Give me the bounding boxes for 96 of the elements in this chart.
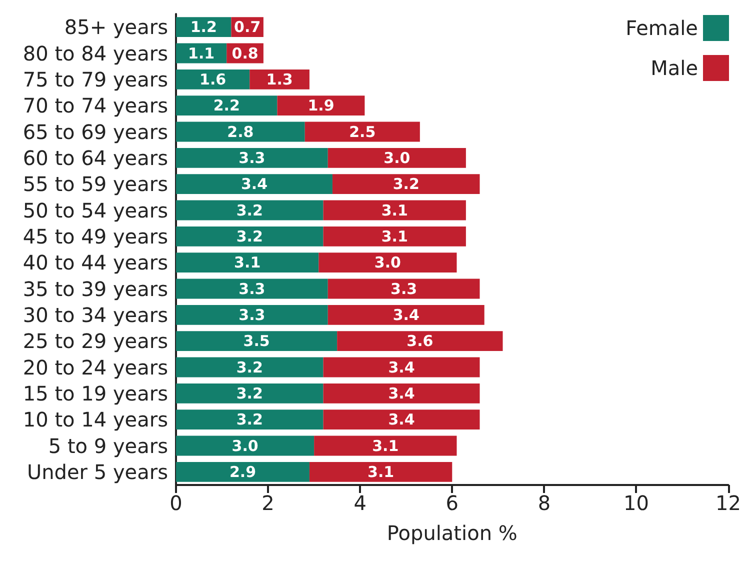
data-label: 3.2 (236, 384, 263, 402)
x-tick-label: 8 (538, 491, 551, 515)
data-label: 1.6 (200, 70, 226, 88)
data-label: 3.5 (243, 332, 270, 350)
bar (309, 462, 452, 482)
bar (318, 252, 457, 273)
data-label: 3.0 (232, 436, 258, 455)
bar (176, 383, 324, 404)
bar (304, 122, 420, 142)
y-tick-label: 10 to 14 years (22, 408, 168, 432)
data-label: 2.8 (227, 122, 254, 141)
data-label: 2.9 (229, 462, 256, 481)
data-label: 3.4 (388, 410, 415, 429)
x-tick-label: 4 (354, 491, 366, 515)
bar (176, 148, 328, 168)
y-tick-label: Under 5 years (26, 460, 168, 484)
data-label: 3.2 (236, 227, 263, 246)
bar (176, 96, 278, 116)
bar (176, 226, 324, 246)
bar (328, 304, 484, 325)
y-tick-label: 85+ years (64, 15, 168, 40)
data-label: 3.1 (234, 254, 261, 272)
data-label: 3.1 (372, 436, 399, 455)
data-label: 3.1 (381, 201, 408, 220)
legend-label: Male (650, 56, 698, 80)
y-tick-label: 35 to 39 years (22, 276, 168, 301)
data-label: 1.3 (266, 70, 293, 88)
data-label: 3.3 (238, 306, 266, 324)
data-label: 1.9 (308, 96, 334, 115)
data-label: 3.2 (236, 201, 263, 220)
bar (314, 436, 457, 456)
bar (176, 252, 319, 273)
y-tick-label: 65 to 69 years (22, 120, 168, 144)
x-tick-label: 10 (624, 491, 649, 515)
y-tick-label: 20 to 24 years (22, 355, 168, 380)
bar (176, 200, 324, 220)
data-label: 0.8 (232, 44, 258, 62)
data-label: 3.4 (388, 384, 415, 402)
x-axis-title: Population % (386, 521, 518, 545)
y-tick-label: 15 to 19 years (22, 381, 168, 406)
y-tick-label: 5 to 9 years (48, 434, 168, 458)
y-tick-label: 40 to 44 years (22, 250, 168, 275)
data-label: 3.3 (238, 148, 266, 167)
data-label: 3.3 (238, 280, 266, 298)
bar (323, 410, 480, 430)
x-tick-label: 12 (716, 491, 741, 515)
bar (323, 357, 480, 378)
bar (323, 226, 466, 246)
bar (176, 122, 305, 142)
bar (176, 278, 328, 299)
x-tick-label: 2 (262, 491, 274, 515)
bar (176, 357, 324, 378)
y-tick-label: 75 to 79 years (22, 67, 168, 92)
data-label: 3.4 (388, 358, 415, 376)
x-tick-label: 0 (170, 491, 182, 515)
bar (176, 410, 324, 430)
y-tick-label: 70 to 74 years (22, 94, 168, 118)
data-label: 3.0 (374, 254, 401, 272)
y-tick-label: 30 to 34 years (22, 302, 168, 327)
bar (277, 96, 365, 116)
data-label: 3.1 (381, 227, 408, 246)
data-label: 3.6 (406, 332, 434, 350)
bar (176, 174, 332, 194)
data-label: 3.2 (392, 175, 420, 194)
bar (250, 69, 310, 90)
data-label: 3.3 (390, 280, 418, 298)
data-label: 2.5 (349, 122, 376, 141)
data-label: 3.0 (384, 148, 410, 167)
y-tick-label: 55 to 59 years (22, 172, 168, 196)
bar (176, 69, 250, 90)
bar (328, 278, 480, 299)
y-tick-label: 45 to 49 years (22, 224, 168, 248)
y-tick-label: 60 to 64 years (22, 146, 168, 170)
x-tick-label: 6 (446, 491, 459, 515)
data-label: 0.7 (234, 18, 261, 36)
bar (176, 331, 338, 352)
data-label: 3.4 (392, 306, 420, 324)
data-label: 1.2 (190, 18, 217, 36)
bar (323, 383, 480, 404)
bar (176, 462, 310, 482)
legend-label: Female (626, 16, 698, 40)
bar (176, 304, 328, 325)
y-tick-label: 80 to 84 years (22, 41, 168, 66)
data-label: 3.2 (236, 410, 263, 429)
bar (176, 436, 314, 456)
data-label: 2.2 (213, 96, 240, 115)
bar (323, 200, 466, 220)
y-tick-label: 25 to 29 years (22, 329, 168, 354)
bar (332, 174, 480, 194)
bar (337, 331, 503, 352)
data-label: 3.2 (236, 358, 263, 376)
data-label: 3.1 (368, 462, 394, 481)
data-label: 3.4 (240, 175, 268, 194)
y-tick-label: 50 to 54 years (22, 198, 168, 222)
bar (328, 148, 466, 168)
data-label: 1.1 (188, 44, 215, 62)
